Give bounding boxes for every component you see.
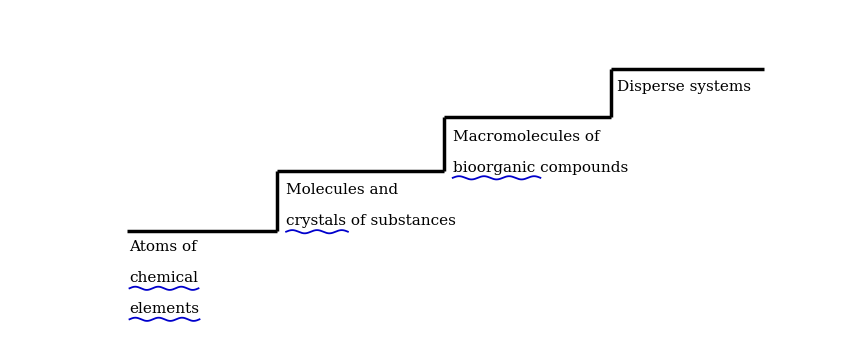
Text: bioorganic compounds: bioorganic compounds (452, 161, 628, 175)
Text: Macromolecules of: Macromolecules of (452, 130, 599, 144)
Text: elements: elements (130, 302, 200, 316)
Text: Molecules and: Molecules and (286, 183, 398, 197)
Text: crystals of substances: crystals of substances (286, 215, 456, 229)
Text: Atoms of: Atoms of (130, 240, 197, 254)
Text: chemical: chemical (130, 271, 199, 285)
Text: Disperse systems: Disperse systems (617, 80, 752, 94)
